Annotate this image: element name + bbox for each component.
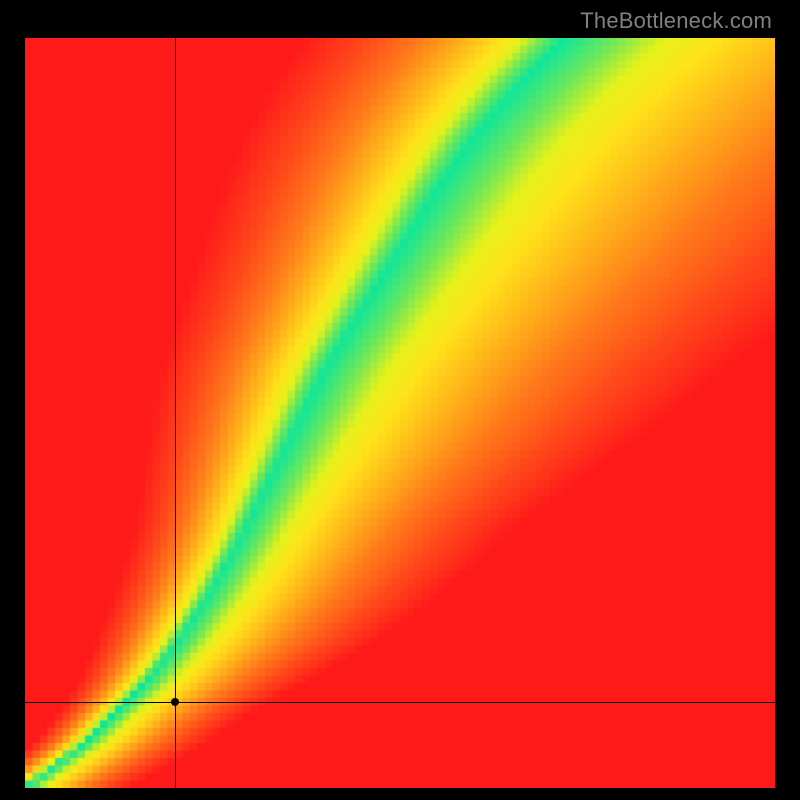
heatmap-canvas [25, 38, 775, 788]
attribution-text: TheBottleneck.com [580, 8, 772, 34]
data-point-marker [171, 698, 179, 706]
heatmap-plot [25, 38, 775, 788]
crosshair-vertical [175, 38, 176, 788]
crosshair-horizontal [25, 702, 775, 703]
